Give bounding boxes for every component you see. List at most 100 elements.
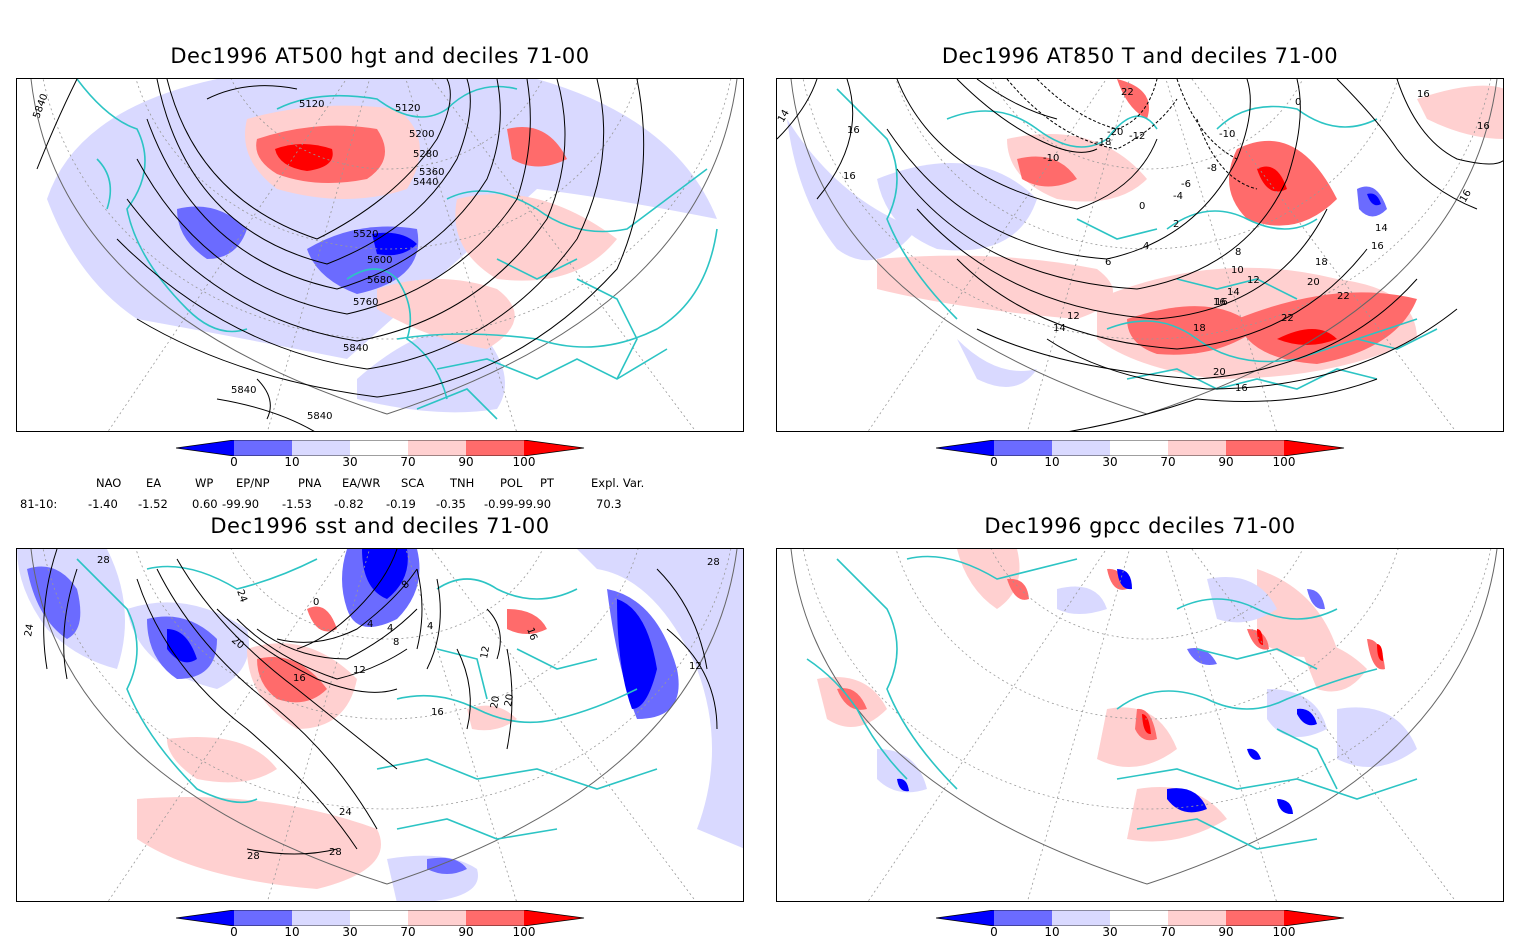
index-value: -1.40 <box>88 497 118 511</box>
map-panel-gpcc <box>776 548 1504 902</box>
cbar-swatch <box>176 910 234 926</box>
cbar-swatch <box>408 910 466 926</box>
panel-title-sst: Dec1996 sst and deciles 71-00 <box>210 514 550 538</box>
map-hgt500: 5840 5120 5120 5200 5280 5360 5440 5520 … <box>17 79 743 431</box>
index-value: -0.82 <box>334 497 364 511</box>
contour-label: 5120 <box>299 99 324 110</box>
contour-label: 16 <box>843 171 856 182</box>
contour-label: 8 <box>400 579 412 592</box>
contour-label: 16 <box>431 707 444 718</box>
contour-label: 5600 <box>367 255 392 266</box>
contour-label: 16 <box>847 125 860 136</box>
contour-label: 5360 <box>419 167 444 178</box>
contour-label: 20 <box>503 693 516 707</box>
cbar-swatch <box>1168 910 1226 926</box>
contour-label: 10 <box>1231 265 1244 276</box>
colorbar-swatches <box>176 910 585 926</box>
contour-label: -8 <box>1207 163 1217 174</box>
contour-label: -10 <box>1219 129 1235 140</box>
contour-label: 12 <box>479 645 492 659</box>
cbar-tick: 100 <box>1272 925 1296 939</box>
cbar-swatch <box>524 440 584 456</box>
colorbar-hgt500: 0 10 30 70 90 100 <box>176 440 586 472</box>
contour-label: 5840 <box>343 343 368 354</box>
contour-label: 16 <box>1477 121 1490 132</box>
contour-label: -6 <box>1181 179 1191 190</box>
contour-label: 16 <box>1417 89 1430 100</box>
contour-label: 16 <box>1371 241 1384 252</box>
contour-label: 14 <box>1375 223 1388 234</box>
cbar-tick: 10 <box>1044 455 1060 469</box>
cbar-swatch <box>350 440 408 456</box>
contour-label: 20 <box>489 695 502 709</box>
cbar-swatch <box>994 440 1052 456</box>
contour-label: 14 <box>1053 323 1066 334</box>
index-value: 70.3 <box>596 497 622 511</box>
contour-label: 0 <box>1295 97 1301 108</box>
cbar-tick: 10 <box>1044 925 1060 939</box>
cbar-tick: 30 <box>1102 925 1118 939</box>
contour-label: 12 <box>353 665 366 676</box>
cbar-tick: 0 <box>990 925 998 939</box>
cbar-swatch <box>234 440 292 456</box>
contour-label: 20 <box>1307 277 1320 288</box>
cbar-tick: 100 <box>512 455 536 469</box>
colorbar-gpcc: 0 10 30 70 90 100 <box>936 910 1346 942</box>
cbar-swatch <box>1052 440 1110 456</box>
cbar-swatch <box>292 910 350 926</box>
index-header: WP <box>195 476 214 490</box>
cbar-swatch <box>350 910 408 926</box>
index-value: 0.60 <box>192 497 218 511</box>
contour-label: -20 <box>1107 127 1123 138</box>
contour-label: 12 <box>1247 275 1260 286</box>
contour-label: 28 <box>707 557 720 568</box>
contour-label: 12 <box>1067 311 1080 322</box>
contour-label: 24 <box>23 623 36 637</box>
contour-label: 5760 <box>353 297 378 308</box>
cbar-swatch <box>1226 910 1284 926</box>
cbar-tick: 10 <box>284 925 300 939</box>
cbar-swatch <box>936 910 994 926</box>
cbar-tick: 90 <box>1218 925 1234 939</box>
contour-label: 4 <box>387 623 393 634</box>
cbar-swatch <box>408 440 466 456</box>
contour-label: 28 <box>247 851 260 862</box>
index-header: EA/WR <box>342 476 381 490</box>
panel-title-t850: Dec1996 AT850 T and deciles 71-00 <box>941 44 1339 68</box>
index-header: Expl. Var. <box>591 476 645 490</box>
contour-label: 16 <box>1235 383 1248 394</box>
index-header: PT <box>540 476 554 490</box>
map-panel-sst: 28 24 24 20 16 12 8 4 4 0 8 4 12 16 20 2… <box>16 548 744 902</box>
cbar-swatch <box>994 910 1052 926</box>
contour-label: 22 <box>1281 313 1294 324</box>
contour-label: 14 <box>1227 287 1240 298</box>
cbar-tick: 30 <box>1102 455 1118 469</box>
cbar-tick: 70 <box>1160 925 1176 939</box>
cbar-swatch <box>176 440 234 456</box>
colorbar-swatches <box>936 440 1345 456</box>
cbar-swatch <box>936 440 994 456</box>
contour-label: 28 <box>329 847 342 858</box>
cbar-tick: 100 <box>512 925 536 939</box>
cbar-tick: 90 <box>458 455 474 469</box>
contour-label: 8 <box>1235 247 1241 258</box>
contour-label: 8 <box>393 637 399 648</box>
contour-label: 5840 <box>231 385 256 396</box>
contour-label: 28 <box>97 555 110 566</box>
index-value: -1.52 <box>138 497 168 511</box>
cbar-swatch <box>524 910 584 926</box>
cbar-swatch <box>292 440 350 456</box>
map-panel-hgt500: 5840 5120 5120 5200 5280 5360 5440 5520 … <box>16 78 744 432</box>
contour-label: 12 <box>689 661 702 672</box>
contour-label: 5440 <box>413 177 438 188</box>
map-sst: 28 24 24 20 16 12 8 4 4 0 8 4 12 16 20 2… <box>17 549 743 901</box>
cbar-tick: 0 <box>230 925 238 939</box>
contour-label: 5520 <box>353 229 378 240</box>
cbar-tick: 10 <box>284 455 300 469</box>
contour-label: 5280 <box>413 149 438 160</box>
contour-label: -10 <box>1043 153 1059 164</box>
index-header: PNA <box>298 476 322 490</box>
cbar-swatch <box>466 440 524 456</box>
index-value: -0.35 <box>436 497 466 511</box>
contour-label: 24 <box>234 588 249 604</box>
